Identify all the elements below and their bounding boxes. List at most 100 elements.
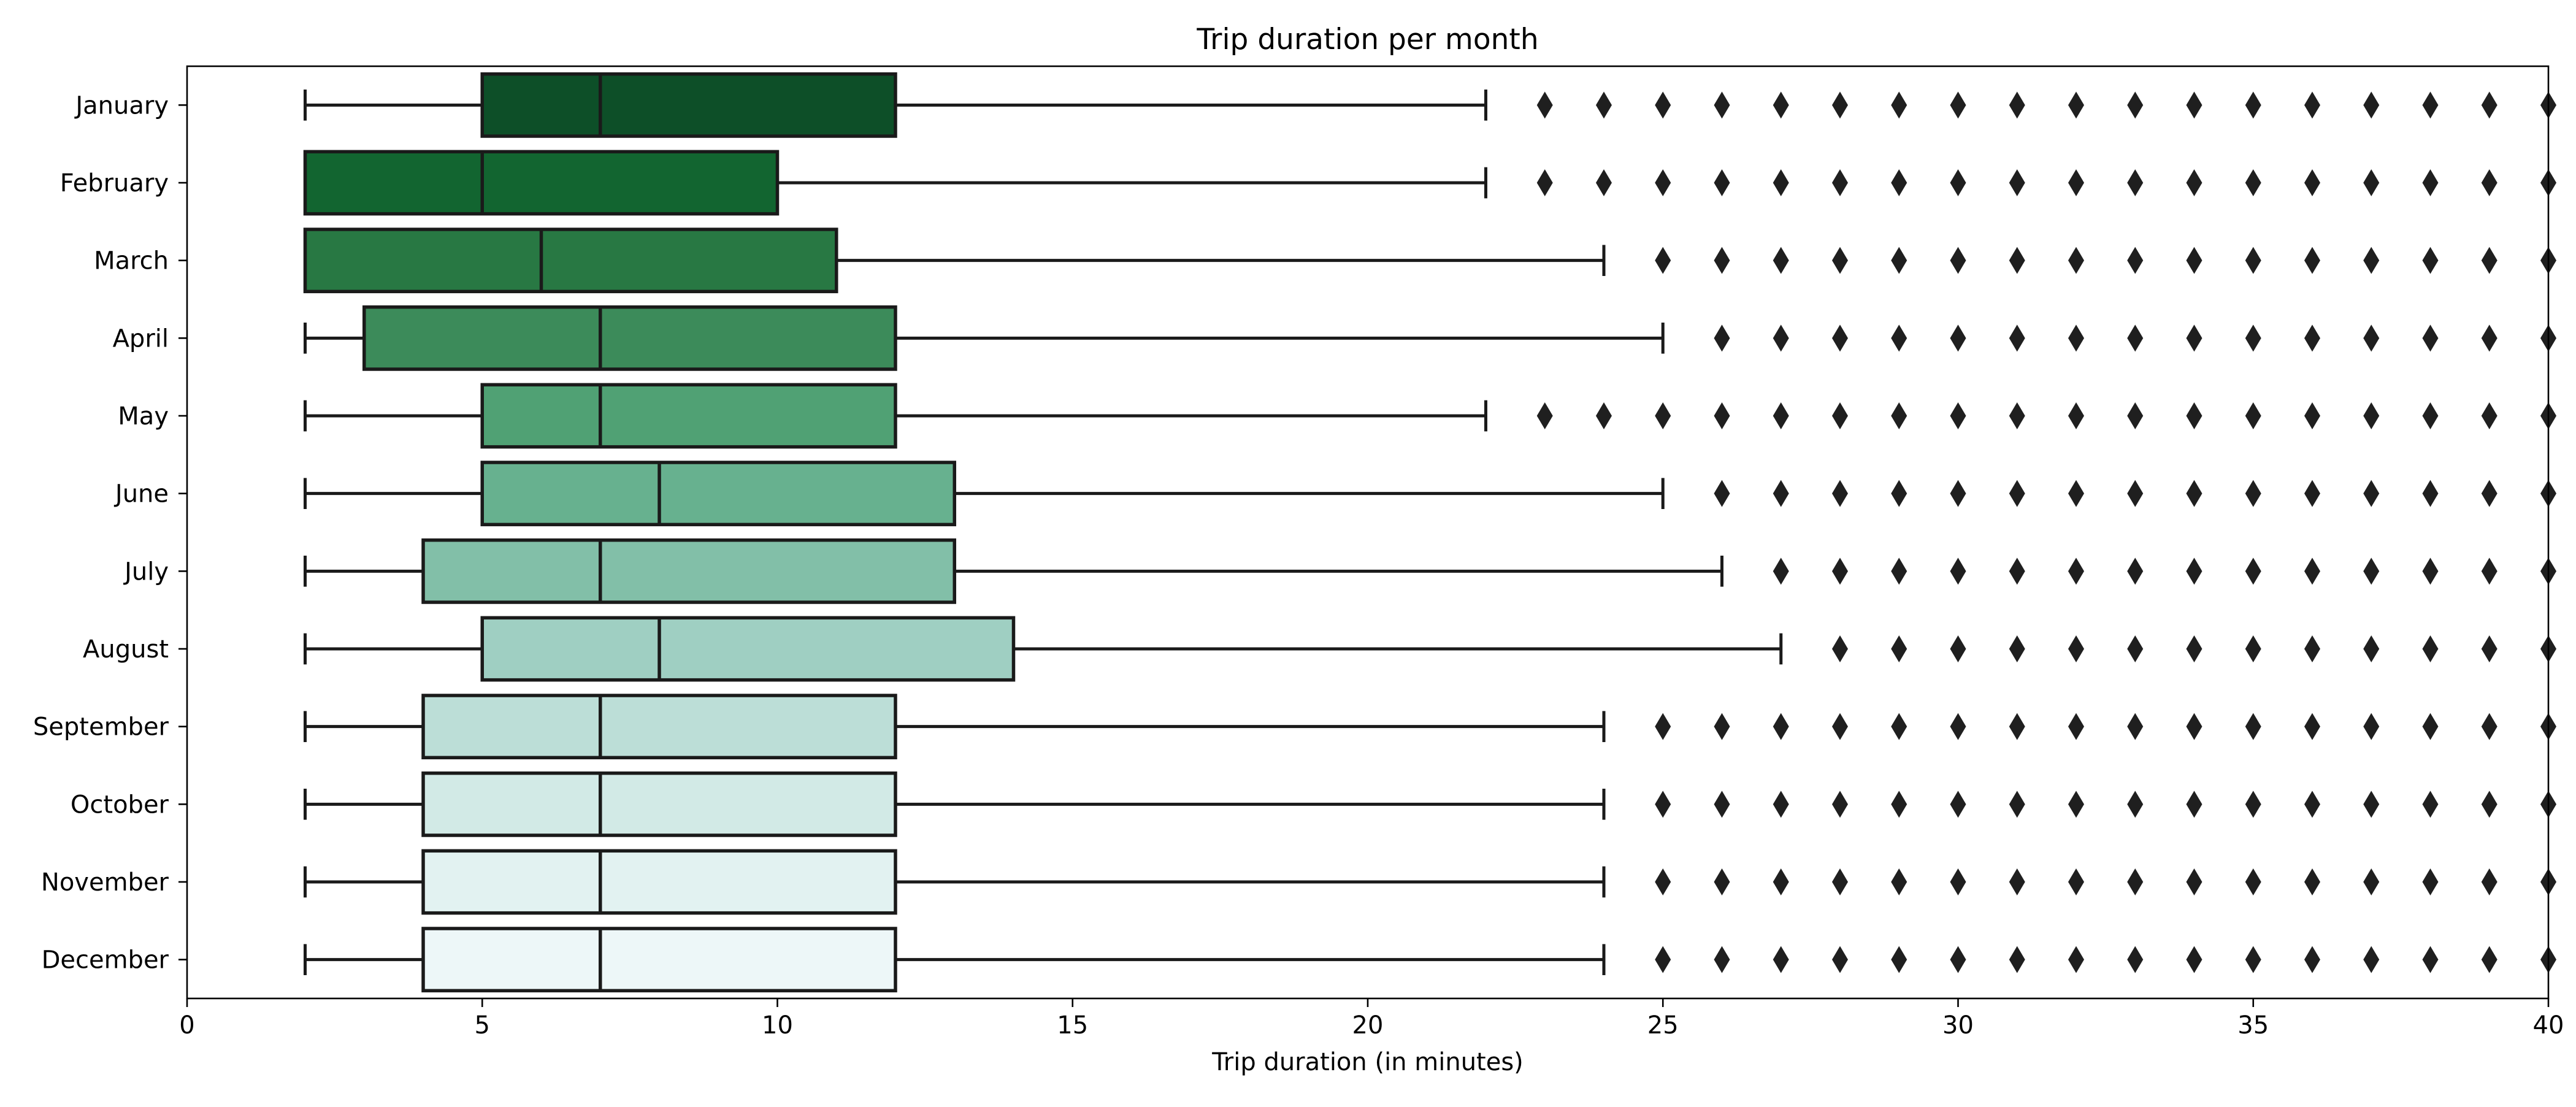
flier-point (2363, 324, 2380, 352)
flier-point (2422, 946, 2439, 973)
flier-point (1950, 324, 1966, 352)
flier-point (1950, 247, 1966, 274)
flier-point (1832, 324, 1848, 352)
flier-point (1773, 324, 1789, 352)
flier-point (1773, 169, 1789, 196)
flier-point (1891, 169, 1907, 196)
flier-point (2009, 868, 2025, 895)
flier-point (2009, 169, 2025, 196)
flier-point (2481, 713, 2497, 740)
flier-point (2481, 324, 2497, 352)
flier-point (2127, 402, 2144, 429)
y-tick-label: June (113, 480, 169, 508)
box-iqr (421, 694, 897, 760)
x-tick-label: 25 (1647, 1011, 1679, 1040)
box-iqr (480, 461, 956, 527)
flier-point (2363, 946, 2380, 973)
flier-point (2186, 169, 2202, 196)
flier-point (2304, 868, 2320, 895)
flier-point (2304, 402, 2320, 429)
flier-point (2186, 868, 2202, 895)
flier-point (1832, 480, 1848, 507)
flier-point (2422, 324, 2439, 352)
flier-point (1950, 635, 1966, 662)
flier-point (1950, 91, 1966, 119)
box-iqr (480, 383, 897, 449)
flier-point (1536, 91, 1553, 119)
flier-point (2009, 247, 2025, 274)
y-tick-label: March (94, 247, 169, 275)
flier-point (2363, 169, 2380, 196)
flier-point (2422, 402, 2439, 429)
flier-point (1950, 713, 1966, 740)
flier-point (2304, 480, 2320, 507)
flier-point (1596, 169, 1612, 196)
flier-point (1832, 791, 1848, 818)
flier-point (2127, 635, 2144, 662)
box-iqr (303, 150, 780, 216)
flier-point (2363, 868, 2380, 895)
box-iqr (303, 228, 838, 294)
flier-point (1891, 791, 1907, 818)
box-iqr (421, 927, 897, 993)
x-tick-label: 20 (1352, 1011, 1384, 1040)
flier-point (1950, 946, 1966, 973)
flier-point (2009, 946, 2025, 973)
flier-point (2481, 480, 2497, 507)
flier-point (2245, 557, 2261, 585)
flier-point (1950, 480, 1966, 507)
flier-point (2363, 480, 2380, 507)
flier-point (2245, 635, 2261, 662)
flier-point (2127, 91, 2144, 119)
flier-point (1714, 713, 1730, 740)
flier-point (1714, 169, 1730, 196)
flier-point (2009, 480, 2025, 507)
flier-point (1596, 91, 1612, 119)
box-iqr (421, 538, 956, 604)
flier-point (1832, 169, 1848, 196)
flier-point (1891, 324, 1907, 352)
flier-point (1891, 557, 1907, 585)
flier-point (1832, 713, 1848, 740)
flier-point (2186, 635, 2202, 662)
flier-point (1714, 247, 1730, 274)
flier-point (2363, 635, 2380, 662)
flier-point (2068, 713, 2084, 740)
flier-point (2304, 169, 2320, 196)
x-tick-label: 30 (1942, 1011, 1974, 1040)
flier-point (1655, 169, 1671, 196)
flier-point (1714, 868, 1730, 895)
flier-point (2481, 557, 2497, 585)
flier-point (2422, 713, 2439, 740)
box-group-october (304, 771, 2556, 837)
box-group-february (303, 150, 2556, 216)
flier-point (2245, 324, 2261, 352)
y-tick-label: November (41, 868, 169, 897)
flier-point (2127, 480, 2144, 507)
flier-point (2245, 169, 2261, 196)
flier-point (2068, 557, 2084, 585)
flier-point (1891, 91, 1907, 119)
flier-point (1891, 868, 1907, 895)
flier-point (2304, 247, 2320, 274)
flier-point (1832, 946, 1848, 973)
flier-point (2422, 868, 2439, 895)
flier-point (1891, 946, 1907, 973)
flier-point (2422, 480, 2439, 507)
flier-point (2068, 402, 2084, 429)
flier-point (2481, 635, 2497, 662)
flier-point (2186, 247, 2202, 274)
flier-point (1536, 169, 1553, 196)
flier-point (2422, 247, 2439, 274)
flier-point (1714, 946, 1730, 973)
flier-point (2068, 480, 2084, 507)
box-group-september (304, 694, 2556, 760)
y-tick-label: December (42, 946, 169, 975)
flier-point (2481, 791, 2497, 818)
flier-point (1950, 557, 1966, 585)
flier-point (1832, 402, 1848, 429)
flier-point (1891, 635, 1907, 662)
flier-point (2009, 402, 2025, 429)
flier-point (1714, 324, 1730, 352)
